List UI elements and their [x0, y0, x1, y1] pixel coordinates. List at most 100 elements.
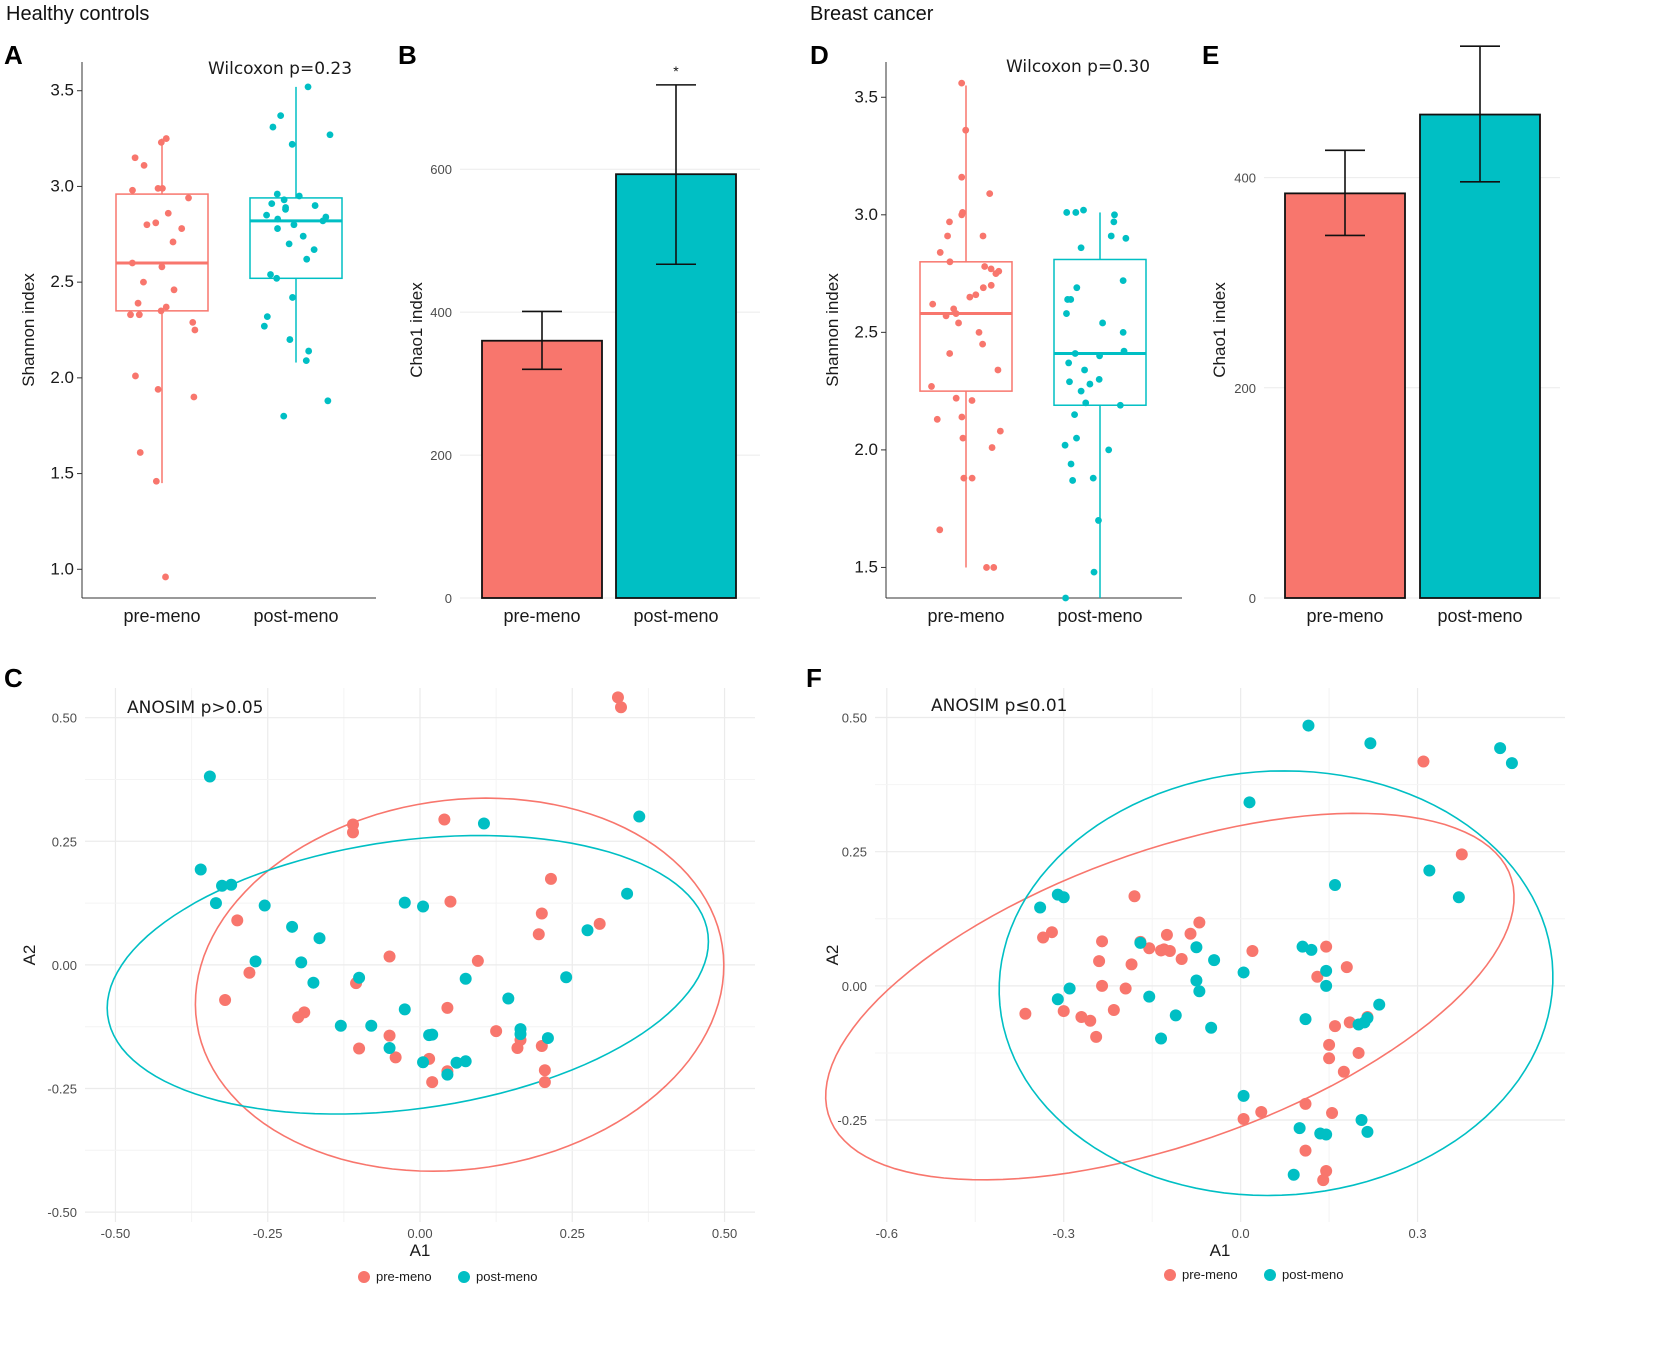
panel-f-point-pre-meno — [1255, 1105, 1268, 1118]
panel-c-ellipse-pre-meno — [194, 797, 725, 1173]
panel-d-point-post-meno — [1107, 232, 1115, 240]
panel-a-point-pre-meno — [136, 449, 144, 456]
panel-d-point-pre-meno — [936, 249, 944, 256]
panel-c-y-axis-label: A2 — [20, 945, 39, 966]
panel-d-point-pre-meno — [972, 291, 980, 299]
panel-b-y-tick-label: 200 — [430, 448, 452, 463]
panel-a-point-pre-meno — [191, 326, 199, 334]
panel-a-point-post-meno — [280, 196, 288, 204]
panel-c-point-post-meno — [203, 770, 216, 783]
panel-f-point-pre-meno — [1455, 848, 1468, 861]
panel-f-point-post-meno — [1373, 998, 1386, 1011]
panel-f-point-pre-meno — [1125, 958, 1138, 971]
panel-f-point-post-meno — [1057, 891, 1070, 904]
panel-c-point-pre-meno — [444, 895, 457, 908]
panel-d-point-post-meno — [1082, 399, 1090, 407]
panel-f-point-post-meno — [1299, 1013, 1312, 1026]
panel-b-y-tick-label: 0 — [445, 591, 452, 606]
panel-d-point-post-meno — [1073, 284, 1081, 292]
panel-a-point-post-meno — [304, 83, 312, 91]
panel-e-y-tick-label: 400 — [1234, 171, 1256, 186]
panel-a-box-post-meno — [249, 197, 343, 280]
panel-c-point-post-meno — [353, 971, 366, 984]
panel-c-point-post-meno — [459, 1055, 472, 1068]
panel-a-point-pre-meno — [189, 318, 197, 326]
panel-d-point-post-meno — [1086, 380, 1094, 388]
panel-a-point-post-meno — [269, 123, 277, 131]
panel-f-point-pre-meno — [1329, 1020, 1341, 1033]
panel-f-point-post-meno — [1320, 979, 1333, 992]
panel-f-point-pre-meno — [1160, 928, 1173, 941]
panel-a-point-post-meno — [267, 271, 274, 278]
panel-e-x-tick-label-pre-meno: pre-meno — [1306, 606, 1383, 626]
panel-c-point-pre-meno — [441, 1001, 454, 1014]
panel-d-point-pre-meno — [955, 319, 962, 327]
panel-f-point-post-meno — [1193, 985, 1206, 998]
panel-e-bar-pre-meno — [1284, 192, 1406, 599]
panel-f-point-post-meno — [1205, 1021, 1218, 1034]
panel-c-point-post-meno — [334, 1019, 347, 1032]
panel-c-point-post-meno — [417, 1056, 430, 1069]
panel-c-point-post-meno — [541, 1032, 554, 1045]
panel-a-point-pre-meno — [190, 393, 198, 401]
panel-f-point-pre-meno — [1417, 755, 1430, 768]
panel-d-point-pre-meno — [933, 415, 941, 423]
panel-c-y-tick-label: 0.00 — [52, 958, 77, 973]
panel-a-point-post-meno — [310, 246, 318, 254]
panel-d-point-post-meno — [1111, 211, 1118, 219]
panel-c-point-pre-meno — [471, 954, 484, 967]
panel-a-point-post-meno — [286, 336, 294, 343]
panel-e-y-tick-label: 0 — [1249, 591, 1256, 606]
panel-c-legend-label-post-meno: post-meno — [476, 1269, 537, 1284]
panel-d-point-post-meno — [1119, 328, 1127, 336]
panel-d-point-pre-meno — [968, 397, 976, 404]
panel-a-point-pre-meno — [158, 263, 166, 271]
panel-b-significance-marker-post-meno: * — [673, 63, 679, 79]
panel-f-point-pre-meno — [1299, 1097, 1312, 1110]
panel-d-point-post-meno — [1063, 209, 1071, 216]
panel-d-point-post-meno — [1072, 209, 1080, 216]
panel-c-point-pre-meno — [615, 701, 627, 714]
panel-f-ellipse-post-meno — [998, 770, 1554, 1197]
panel-f-legend-label-pre-meno: pre-meno — [1182, 1267, 1238, 1282]
panel-c-point-post-meno — [365, 1019, 378, 1032]
panel-letter-b: B — [398, 40, 417, 70]
panel-a-point-post-meno — [302, 357, 310, 365]
panel-d-point-pre-meno — [988, 444, 996, 451]
panel-f-point-post-meno — [1452, 891, 1465, 904]
panel-d-point-pre-meno — [983, 564, 990, 571]
panel-letter-c: C — [4, 663, 23, 693]
panel-c-point-post-meno — [514, 1028, 527, 1041]
panel-a-point-pre-meno — [129, 186, 136, 194]
panel-c-point-post-meno — [286, 920, 299, 933]
panel-f-anosim-annotation: ANOSIM p≤0.01 — [931, 696, 1068, 716]
panel-f-point-pre-meno — [1311, 970, 1324, 983]
panel-f-point-pre-meno — [1299, 1144, 1312, 1157]
panel-f-ellipse-pre-meno — [824, 812, 1515, 1181]
panel-f-point-pre-meno — [1337, 1065, 1350, 1078]
panel-d-point-post-meno — [1063, 310, 1070, 317]
panel-f-point-pre-meno — [1246, 944, 1259, 957]
panel-c-point-post-meno — [581, 924, 594, 937]
panel-a-point-pre-meno — [127, 311, 134, 319]
panel-d-point-post-meno — [1105, 446, 1113, 454]
panel-b-x-tick-label-post-meno: post-meno — [633, 606, 718, 626]
panel-d-point-pre-meno — [987, 281, 995, 289]
panel-d-point-post-meno — [1116, 401, 1124, 409]
panel-a-point-pre-meno — [169, 238, 177, 246]
panel-c-legend-key-pre-meno — [358, 1271, 370, 1283]
panel-d-y-tick-label: 1.5 — [854, 557, 878, 576]
panel-c-x-tick-label: -0.25 — [253, 1226, 283, 1241]
panel-f-y-tick-label: 0.00 — [842, 979, 867, 994]
panel-c-point-pre-meno — [389, 1051, 402, 1064]
panel-d-point-post-meno — [1110, 218, 1118, 226]
panel-f-x-tick-label: -0.3 — [1053, 1226, 1075, 1241]
panel-c-point-post-meno — [295, 956, 308, 969]
panel-d-point-pre-meno — [979, 340, 987, 348]
panel-f-point-pre-meno — [1019, 1007, 1032, 1020]
panel-c-point-pre-meno — [383, 1029, 396, 1042]
panel-f-point-post-meno — [1134, 936, 1147, 949]
panel-d-point-pre-meno — [952, 310, 960, 317]
panel-d-point-pre-meno — [966, 293, 974, 301]
panel-f-point-post-meno — [1361, 1125, 1374, 1138]
